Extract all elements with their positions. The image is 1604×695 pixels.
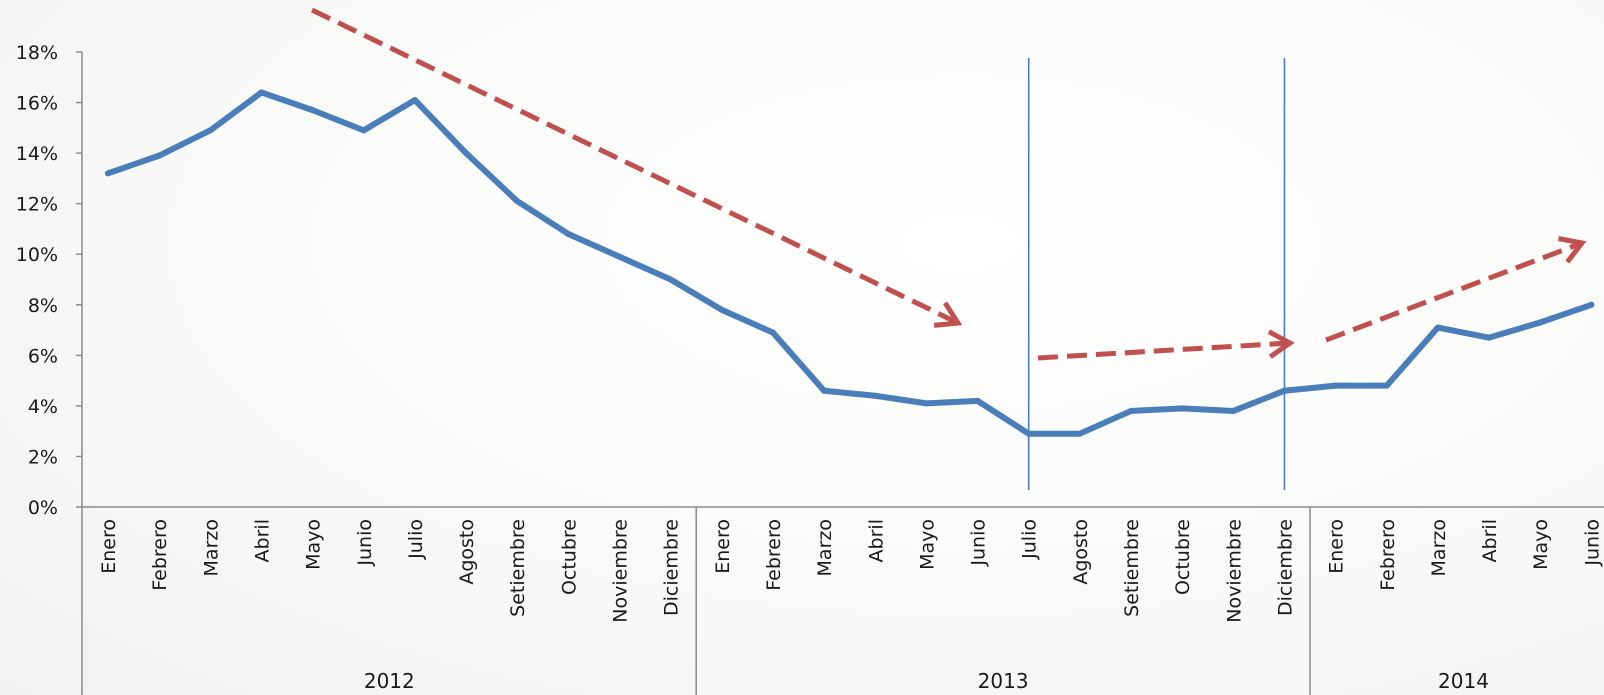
data-point: [1383, 382, 1390, 389]
data-point: [923, 400, 930, 407]
x-tick-label: Noviembre: [610, 519, 632, 623]
trend-arrow-flat: [1037, 340, 1291, 361]
data-point: [974, 397, 981, 404]
x-tick-label: Mayo: [1530, 519, 1552, 570]
x-tick-label: Junio: [354, 519, 376, 567]
data-point: [207, 127, 214, 134]
y-tick-label: 6%: [28, 345, 58, 367]
y-tick-label: 18%: [16, 42, 58, 64]
x-tick-label: Junio: [1581, 519, 1603, 567]
data-point: [309, 107, 316, 114]
x-tick-label: Junio: [968, 519, 990, 567]
y-tick-label: 10%: [16, 244, 58, 266]
y-tick-label: 12%: [16, 194, 58, 216]
trend-arrow-up: [1325, 240, 1583, 343]
x-tick-label: Setiembre: [1121, 519, 1143, 617]
data-point: [1179, 405, 1186, 412]
x-tick-label: Marzo: [1428, 519, 1450, 576]
y-tick-label: 14%: [16, 143, 58, 165]
x-tick-label: Agosto: [456, 519, 478, 585]
trend-arrow-flat-head: [1267, 329, 1295, 359]
x-tick-label: Octubre: [558, 519, 580, 595]
data-point: [1025, 430, 1032, 437]
data-point: [360, 127, 367, 134]
data-point: [1076, 430, 1083, 437]
x-tick-label: Mayo: [916, 519, 938, 570]
x-tick-label: Diciembre: [1274, 519, 1296, 616]
series-line: [105, 89, 1595, 437]
x-tick-label: Mayo: [303, 519, 325, 570]
y-tick-label: 0%: [28, 497, 58, 519]
data-point: [1434, 324, 1441, 331]
data-point: [1332, 382, 1339, 389]
data-point: [718, 306, 725, 313]
x-tick-label: Julio: [1019, 519, 1041, 560]
data-point: [769, 329, 776, 336]
y-tick-label: 8%: [28, 295, 58, 317]
data-point: [258, 89, 265, 96]
x-tick-label: Abril: [865, 519, 887, 562]
data-point: [156, 152, 163, 159]
data-point: [667, 276, 674, 283]
data-point: [1588, 301, 1595, 308]
year-label: 2013: [978, 669, 1029, 693]
x-tick-label: Julio: [405, 519, 427, 560]
data-point: [105, 170, 111, 177]
x-tick-label: Febrero: [763, 519, 785, 591]
data-point: [1486, 334, 1493, 341]
data-point: [1230, 407, 1237, 414]
data-point: [1537, 319, 1544, 326]
y-tick-label: 16%: [16, 93, 58, 115]
data-point: [872, 392, 879, 399]
trend-arrow-down-head: [933, 301, 963, 328]
trend-arrow-down: [310, 7, 960, 326]
data-point: [821, 387, 828, 394]
x-tick-label: Diciembre: [661, 519, 683, 616]
y-tick-label: 2%: [28, 446, 58, 468]
x-tick-label: Octubre: [1172, 519, 1194, 595]
data-point: [1281, 387, 1288, 394]
data-point: [1128, 407, 1134, 414]
year-label: 2012: [364, 669, 415, 693]
data-point: [463, 150, 470, 157]
x-tick-label: Setiembre: [507, 519, 529, 617]
data-point: [565, 231, 572, 237]
x-tick-label: Abril: [1479, 519, 1501, 562]
x-tick-label: Enero: [712, 519, 734, 574]
data-point: [411, 97, 418, 104]
x-tick-label: Febrero: [149, 519, 171, 591]
x-tick-label: Abril: [251, 519, 273, 562]
x-tick-label: Marzo: [814, 519, 836, 576]
x-tick-label: Enero: [98, 519, 120, 574]
trend-arrow-up-head: [1557, 236, 1587, 264]
year-label: 2014: [1438, 669, 1489, 693]
x-tick-label: Marzo: [200, 519, 222, 576]
x-tick-label: Noviembre: [1223, 519, 1245, 623]
data-point: [514, 198, 521, 205]
y-tick-label: 4%: [28, 396, 58, 418]
x-tick-label: Febrero: [1377, 519, 1399, 591]
data-point: [616, 253, 623, 260]
x-tick-label: Agosto: [1070, 519, 1092, 585]
x-tick-label: Enero: [1326, 519, 1348, 574]
